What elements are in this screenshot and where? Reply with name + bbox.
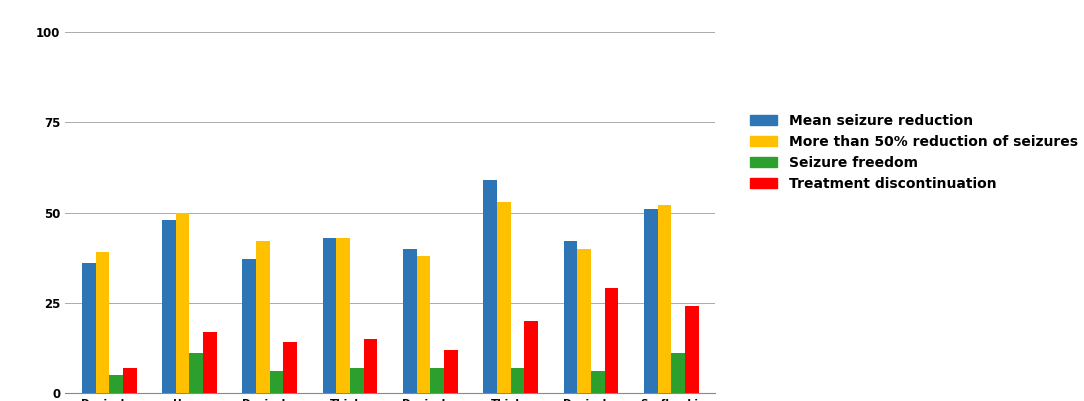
Bar: [336, 238, 350, 393]
Bar: [283, 342, 297, 393]
Bar: [578, 249, 591, 393]
Bar: [364, 339, 377, 393]
Bar: [430, 368, 444, 393]
Bar: [671, 353, 685, 393]
Bar: [403, 249, 416, 393]
Bar: [190, 353, 203, 393]
Bar: [270, 371, 283, 393]
Bar: [323, 238, 336, 393]
Bar: [658, 205, 671, 393]
Bar: [644, 209, 658, 393]
Bar: [95, 252, 109, 393]
Bar: [525, 321, 538, 393]
Bar: [176, 213, 190, 393]
Bar: [163, 220, 176, 393]
Bar: [109, 375, 122, 393]
Bar: [483, 180, 498, 393]
Bar: [203, 332, 217, 393]
Bar: [444, 350, 457, 393]
Bar: [350, 368, 364, 393]
Bar: [685, 306, 698, 393]
Bar: [122, 368, 137, 393]
Legend: Mean seizure reduction, More than 50% reduction of seizures, Seizure freedom, Tr: Mean seizure reduction, More than 50% re…: [744, 108, 1083, 196]
Bar: [498, 202, 511, 393]
Bar: [82, 263, 95, 393]
Bar: [511, 368, 525, 393]
Bar: [243, 259, 256, 393]
Bar: [605, 288, 618, 393]
Bar: [256, 241, 270, 393]
Bar: [564, 241, 578, 393]
Bar: [591, 371, 605, 393]
Bar: [416, 256, 430, 393]
